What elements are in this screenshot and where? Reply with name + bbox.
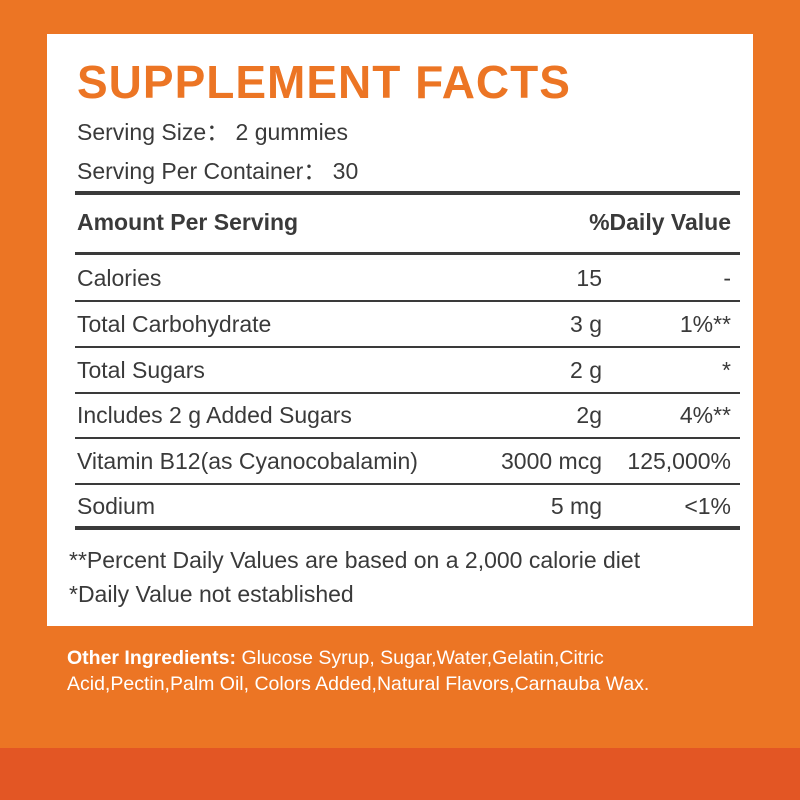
divider-header (75, 252, 740, 255)
row-amount-sodium: 5 mg (550, 493, 602, 519)
row-amount-total-sugars: 2 g (570, 357, 602, 383)
footnote-not-established: *Daily Value not established (69, 581, 354, 607)
footnote-daily-values: **Percent Daily Values are based on a 2,… (69, 547, 641, 573)
row-dv-sodium: <1% (684, 493, 731, 519)
row-divider (75, 392, 740, 394)
row-divider (75, 346, 740, 348)
other-ingredients: Other Ingredients: Glucose Syrup, Sugar,… (67, 645, 742, 697)
other-ingredients-text: Glucose Syrup, Sugar,Water,Gelatin,Citri… (67, 647, 650, 695)
row-label-vitamin-b12: Vitamin B12(as Cyanocobalamin) (77, 448, 418, 474)
header-amount-per-serving: Amount Per Serving (77, 209, 299, 235)
row-divider (75, 483, 740, 485)
row-dv-calories: - (723, 265, 731, 291)
serving-size: Serving Size： 2 gummies (77, 119, 348, 145)
row-dv-total-carbohydrate: 1%** (679, 311, 731, 337)
row-label-total-sugars: Total Sugars (77, 357, 205, 383)
row-label-total-carbohydrate: Total Carbohydrate (77, 311, 272, 337)
supplement-facts-panel: SUPPLEMENT FACTS Serving Size： 2 gummies… (47, 34, 753, 626)
row-dv-total-sugars: * (722, 357, 731, 383)
row-divider (75, 437, 740, 439)
servings-per-container: Serving Per Container： 30 (77, 158, 359, 184)
other-ingredients-label: Other Ingredients: (67, 647, 237, 669)
row-label-added-sugars: Includes 2 g Added Sugars (77, 402, 352, 428)
row-amount-calories: 15 (576, 265, 602, 291)
row-amount-added-sugars: 2g (576, 402, 602, 428)
row-label-calories: Calories (77, 265, 162, 291)
panel-title: SUPPLEMENT FACTS (77, 56, 571, 108)
row-amount-vitamin-b12: 3000 mcg (500, 448, 602, 474)
divider-bottom (75, 526, 740, 530)
row-dv-added-sugars: 4%** (679, 402, 731, 428)
row-amount-total-carbohydrate: 3 g (570, 311, 602, 337)
row-divider (75, 300, 740, 302)
divider-top (75, 191, 740, 195)
row-dv-vitamin-b12: 125,000% (627, 448, 731, 474)
row-label-sodium: Sodium (77, 493, 155, 519)
bottom-band (0, 748, 800, 800)
header-daily-value: %Daily Value (589, 209, 731, 235)
